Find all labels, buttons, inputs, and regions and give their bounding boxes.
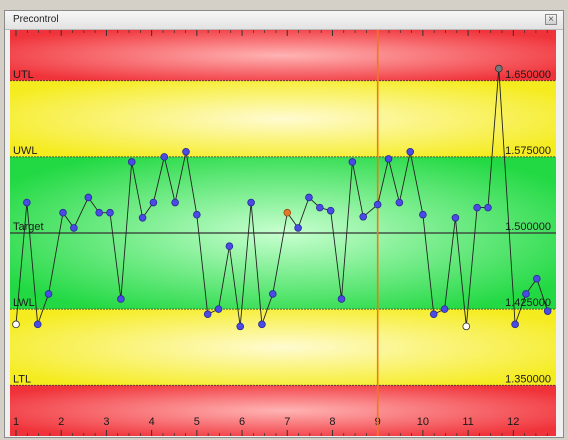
data-point-37[interactable] [429, 310, 438, 319]
data-point-23[interactable] [268, 290, 277, 298]
data-point-19[interactable] [225, 242, 234, 250]
x-tick-label-5: 5 [194, 416, 200, 428]
data-point-25[interactable] [294, 224, 302, 232]
data-point-8[interactable] [106, 208, 114, 217]
data-point-7[interactable] [95, 208, 103, 217]
data-point-43[interactable] [495, 64, 503, 73]
close-button[interactable]: × [545, 14, 557, 25]
data-point-18[interactable] [214, 305, 223, 313]
data-point-28[interactable] [326, 206, 335, 215]
data-point-46[interactable] [533, 274, 541, 283]
x-tick-label-12: 12 [507, 416, 519, 428]
data-point-40[interactable] [462, 322, 471, 331]
window-title: Precontrol [13, 14, 59, 25]
data-point-36[interactable] [419, 210, 427, 219]
data-point-14[interactable] [171, 198, 179, 207]
x-tick-label-1: 1 [13, 416, 19, 428]
limit-value-utl: 1.650000 [505, 69, 551, 81]
data-point-5[interactable] [70, 224, 78, 232]
x-tick-label-3: 3 [103, 416, 109, 428]
data-point-15[interactable] [182, 148, 190, 156]
data-point-12[interactable] [149, 198, 158, 207]
data-point-45[interactable] [522, 290, 530, 298]
data-point-21[interactable] [247, 198, 255, 207]
zone-yellow-3 [10, 309, 556, 386]
limit-label-uwl: UWL [13, 145, 37, 157]
data-point-42[interactable] [484, 203, 492, 212]
zone-red-4 [10, 385, 556, 436]
data-point-39[interactable] [451, 213, 460, 222]
data-point-9[interactable] [117, 295, 125, 303]
x-tick-label-2: 2 [58, 416, 64, 428]
data-point-2[interactable] [33, 320, 42, 329]
data-point-20[interactable] [236, 322, 245, 331]
data-point-47[interactable] [543, 307, 552, 315]
data-point-17[interactable] [203, 310, 212, 319]
limit-label-target: Target [13, 221, 44, 233]
data-point-16[interactable] [193, 210, 201, 219]
data-point-41[interactable] [473, 203, 481, 212]
x-tick-label-8: 8 [329, 416, 335, 428]
data-point-10[interactable] [127, 158, 136, 166]
data-point-11[interactable] [138, 213, 147, 222]
x-tick-label-4: 4 [149, 416, 155, 428]
data-point-22[interactable] [258, 320, 266, 329]
x-tick-label-7: 7 [284, 416, 290, 428]
data-point-6[interactable] [84, 193, 93, 202]
x-tick-label-11: 11 [462, 416, 473, 428]
data-point-27[interactable] [316, 203, 324, 212]
data-point-0[interactable] [12, 320, 20, 329]
limit-label-utl: UTL [13, 69, 34, 81]
limit-value-lwl: 1.425000 [505, 297, 551, 309]
data-point-26[interactable] [305, 193, 313, 202]
data-point-24[interactable] [283, 208, 292, 217]
data-point-34[interactable] [395, 198, 404, 207]
data-point-35[interactable] [406, 148, 415, 156]
limit-value-ltl: 1.350000 [505, 373, 551, 385]
data-point-33[interactable] [384, 155, 393, 163]
close-icon: × [548, 14, 554, 25]
data-point-4[interactable] [59, 208, 67, 217]
x-tick-label-10: 10 [417, 416, 429, 428]
zone-yellow-1 [10, 80, 556, 157]
data-point-38[interactable] [440, 305, 449, 313]
data-point-29[interactable] [337, 295, 346, 303]
data-point-3[interactable] [44, 290, 53, 298]
title-bar[interactable]: Precontrol × [5, 11, 563, 30]
x-tick-label-6: 6 [239, 416, 245, 428]
data-point-13[interactable] [160, 153, 169, 161]
precontrol-chart: 123456789101112 UTL1.650000UWL1.575000Ta… [10, 30, 556, 436]
data-point-30[interactable] [348, 158, 357, 166]
zone-red-0 [10, 30, 556, 81]
limit-label-lwl: LWL [13, 297, 35, 309]
limit-label-ltl: LTL [13, 373, 31, 385]
data-point-1[interactable] [23, 198, 31, 207]
limit-value-uwl: 1.575000 [505, 145, 551, 157]
limit-value-target: 1.500000 [505, 221, 551, 233]
data-point-32[interactable] [373, 200, 382, 209]
data-point-44[interactable] [511, 320, 519, 329]
data-point-31[interactable] [359, 212, 368, 221]
